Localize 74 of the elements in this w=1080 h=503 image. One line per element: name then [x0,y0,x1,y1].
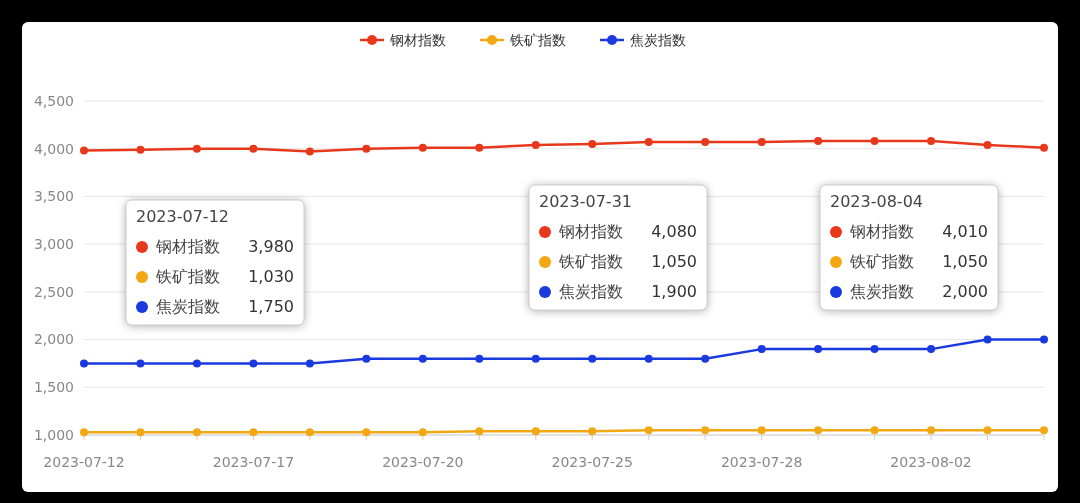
y-tick-label: 2,000 [33,331,74,348]
point [305,359,314,368]
point [418,143,427,152]
point [249,359,258,368]
point [927,426,936,435]
point [80,146,88,155]
point [701,426,710,435]
text: 2023-07-12 钢材指数 3,980 铁矿指数 1,030 焦炭指数 1,750 [136,207,294,316]
point [1040,335,1048,344]
point [644,354,653,363]
legend-label: 焦炭指数 [630,31,686,48]
point [870,426,879,435]
x-tick-label: 2023-07-20 [382,454,464,470]
point [927,137,936,146]
point [192,144,201,153]
x-tick-label: 2023-08-02 [890,454,972,470]
point [192,428,201,437]
point [136,428,145,437]
point [249,428,258,437]
text: 2023-07-31 钢材指数 4,080 铁矿指数 1,050 焦炭指数 1,900 [539,192,697,301]
y-tick-label: 3,500 [33,188,74,205]
point [701,138,710,147]
point [305,428,314,437]
x-tick-label: 2023-07-25 [551,454,633,470]
point [136,145,145,154]
x-tick-label: 2023-07-17 [212,454,295,470]
point [531,140,540,149]
point [983,426,992,435]
point [870,345,879,354]
point [531,354,540,363]
point [362,354,371,363]
point [475,427,484,436]
x-tick-label: 2023-07-12 [43,454,125,470]
point [814,137,823,146]
point [475,143,484,152]
legend-label: 铁矿指数 [509,31,566,48]
point [305,147,314,156]
y-tick-label: 1,500 [33,379,74,396]
text: 2023-08-04 钢材指数 4,010 铁矿指数 1,050 焦炭指数 2,000 [830,192,988,301]
point [927,345,936,354]
point [870,137,879,146]
point [475,354,484,363]
x-tick-label: 2023-07-28 [720,454,803,470]
y-tick-label: 1,000 [33,426,74,443]
point [418,354,427,363]
point [136,359,145,368]
point [1040,143,1048,152]
point [701,354,710,363]
point [192,359,201,368]
point [249,144,258,153]
point [644,426,653,435]
point [983,335,992,344]
point [588,354,597,363]
y-tick-label: 4,000 [33,140,74,157]
point [757,345,766,354]
y-tick-label: 4,500 [33,92,74,109]
point [814,345,823,354]
point [1040,426,1048,435]
point [418,428,427,437]
point [757,426,766,435]
point [588,427,597,436]
point [644,138,653,147]
point [362,144,371,153]
point [80,359,88,368]
point [362,428,371,437]
point [588,139,597,148]
point [757,138,766,147]
point [80,428,88,437]
y-tick-label: 3,000 [33,236,74,253]
point [531,427,540,436]
point [814,426,823,435]
legend-label: 钢材指数 [389,31,446,48]
y-tick-label: 2,500 [33,283,74,300]
point [983,140,992,149]
